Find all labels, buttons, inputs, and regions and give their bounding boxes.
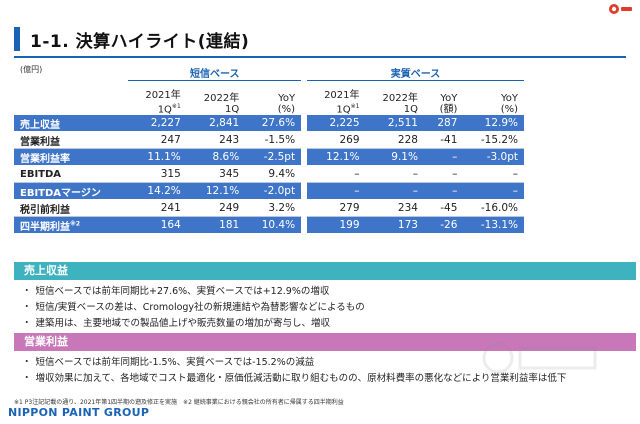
cell: 345 <box>186 166 246 183</box>
title-underline <box>14 56 626 58</box>
cell: -2.5pt <box>245 149 302 166</box>
unit-label: (億円) <box>20 65 43 74</box>
cell: 11.1% <box>128 149 187 166</box>
cell: -2.0pt <box>245 183 302 200</box>
table-row: EBITDA 315 345 9.4% – – – – <box>14 166 524 183</box>
cell: 9.4% <box>245 166 302 183</box>
revenue-bullets: 短信ベースでは前年同期比+27.6%、実質ベースでは+12.9%の増収 短信/実… <box>22 284 622 332</box>
cell: – <box>463 183 524 200</box>
group-tanshin: 短信ベース <box>128 64 302 81</box>
cell: 27.6% <box>245 115 302 132</box>
table-row: 売上収益 2,227 2,841 27.6% 2,225 2,511 287 1… <box>14 115 524 132</box>
cell: 3.2% <box>245 200 302 217</box>
company-logo-icon <box>609 4 632 14</box>
page-title-area: 1-1. 決算ハイライト(連結) <box>14 26 249 52</box>
cell: -15.2% <box>463 132 524 149</box>
col-tyoy: YoY (%) <box>277 93 296 115</box>
col-jyoy-amount: YoY (額) <box>439 93 458 115</box>
cell: 199 <box>307 217 366 234</box>
cell: 287 <box>423 115 464 132</box>
cell: 8.6% <box>186 149 246 166</box>
cell: – <box>423 149 464 166</box>
col-jyoy-percent: YoY (%) <box>500 93 518 115</box>
cell: – <box>307 166 366 183</box>
cell: 2,227 <box>128 115 187 132</box>
list-item: 短信ベースでは前年同期比-1.5%、実質ベースでは-15.2%の減益 <box>22 355 622 371</box>
cell: 279 <box>307 200 366 217</box>
title-accent-bar <box>14 27 20 51</box>
cell: – <box>365 166 424 183</box>
row-label: 営業利益 <box>14 132 129 149</box>
cell: – <box>463 166 524 183</box>
cell: -16.0% <box>463 200 524 217</box>
row-label: 四半期利益※2 <box>14 217 129 234</box>
row-label: EBITDA <box>14 166 129 183</box>
table-row: 四半期利益※2 164 181 10.4% 199 173 -26 -13.1% <box>14 217 524 234</box>
financial-table: (億円) 短信ベース 実質ベース 2021年 1Q※1 2022年 1Q YoY (%… <box>14 64 524 234</box>
table-row: EBITDAマージン 14.2% 12.1% -2.0pt – – – – <box>14 183 524 200</box>
cell: 181 <box>186 217 246 234</box>
cell: 247 <box>128 132 187 149</box>
table-row: 営業利益 247 243 -1.5% 269 228 -41 -15.2% <box>14 132 524 149</box>
row-label: 売上収益 <box>14 115 129 132</box>
list-item: 建築用は、主要地域での製品値上げや販売数量の増加が寄与し、増収 <box>22 316 622 332</box>
table-row: 営業利益率 11.1% 8.6% -2.5pt 12.1% 9.1% – -3.… <box>14 149 524 166</box>
cell: – <box>423 166 464 183</box>
cell: 228 <box>365 132 424 149</box>
cell: 164 <box>128 217 187 234</box>
cell: – <box>307 183 366 200</box>
footnote: ※1 P3注記記載の通り、2021年第1四半期の遡及修正を実施 ※2 継続事業に… <box>14 399 344 406</box>
table-row: 税引前利益 241 249 3.2% 279 234 -45 -16.0% <box>14 200 524 217</box>
cell: -26 <box>423 217 464 234</box>
cell: -3.0pt <box>463 149 524 166</box>
row-label: EBITDAマージン <box>14 183 129 200</box>
cell: 269 <box>307 132 366 149</box>
col-j2022: 2022年 1Q <box>382 93 418 115</box>
col-t2022: 2022年 1Q <box>203 93 240 115</box>
top-bar <box>0 0 640 6</box>
operating-profit-bullets: 短信ベースでは前年同期比-1.5%、実質ベースでは-15.2%の減益 増収効果に… <box>22 355 622 387</box>
brand-logo-text: NIPPON PAINT GROUP <box>8 406 150 419</box>
cell: 9.1% <box>365 149 424 166</box>
cell: 315 <box>128 166 187 183</box>
cell: -1.5% <box>245 132 302 149</box>
cell: 234 <box>365 200 424 217</box>
cell: 241 <box>128 200 187 217</box>
cell: 10.4% <box>245 217 302 234</box>
cell: – <box>423 183 464 200</box>
watermark-icon <box>482 342 597 374</box>
cell: – <box>365 183 424 200</box>
row-label: 税引前利益 <box>14 200 129 217</box>
cell: 12.9% <box>463 115 524 132</box>
cell: 12.1% <box>186 183 246 200</box>
cell: -41 <box>423 132 464 149</box>
cell: 2,225 <box>307 115 366 132</box>
column-header-row: 2021年 1Q※1 2022年 1Q YoY (%) 2021年 1Q※1 2022年… <box>14 81 524 115</box>
cell: -13.1% <box>463 217 524 234</box>
group-jisshitsu: 実質ベース <box>307 64 524 81</box>
list-item: 短信ベースでは前年同期比+27.6%、実質ベースでは+12.9%の増収 <box>22 284 622 300</box>
col-t2021: 2021年 1Q※1 <box>145 89 181 115</box>
cell: 2,841 <box>186 115 246 132</box>
group-header-row: (億円) 短信ベース 実質ベース <box>14 64 524 81</box>
row-label: 営業利益率 <box>14 149 129 166</box>
list-item: 短信/実質ベースの差は、Cromology社の新規連結や為替影響などによるもの <box>22 300 622 316</box>
col-j2021: 2021年 1Q※1 <box>324 89 360 115</box>
cell: -45 <box>423 200 464 217</box>
section-header-revenue: 売上収益 <box>14 262 636 280</box>
cell: 2,511 <box>365 115 424 132</box>
page-title: 1-1. 決算ハイライト(連結) <box>30 31 250 52</box>
cell: 12.1% <box>307 149 366 166</box>
cell: 173 <box>365 217 424 234</box>
cell: 14.2% <box>128 183 187 200</box>
cell: 249 <box>186 200 246 217</box>
section-header-operating-profit: 営業利益 <box>14 333 636 351</box>
list-item: 増収効果に加えて、各地域でコスト最適化・原価低減活動に取り組むものの、原材料費率… <box>22 371 622 387</box>
cell: 243 <box>186 132 246 149</box>
